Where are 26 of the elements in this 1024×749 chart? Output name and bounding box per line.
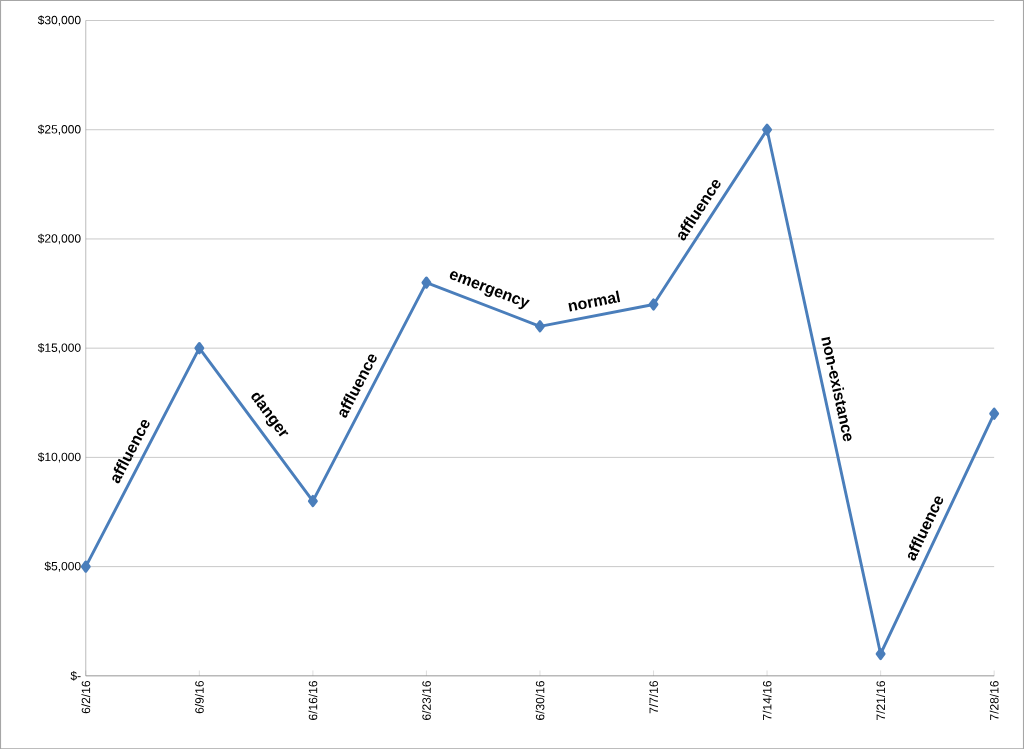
point	[535, 320, 545, 333]
point	[762, 123, 773, 136]
point	[875, 647, 886, 660]
x-tick-label: 6/23/16	[422, 680, 431, 720]
x-tick-label: 6/16/16	[308, 680, 318, 720]
point	[307, 494, 318, 508]
x-tick-label: 6/2/16	[81, 680, 91, 714]
x-tick-label: 7/14/16	[762, 680, 772, 720]
point	[421, 276, 432, 289]
y-tick-label: $10,000	[37, 452, 81, 463]
y-tick-label: $15,000	[37, 342, 81, 354]
y-tick-label: $-	[70, 670, 81, 681]
point	[648, 298, 659, 311]
point	[194, 341, 205, 355]
x-tick-label: 7/21/16	[876, 680, 886, 720]
y-tick-label: $5,000	[44, 561, 81, 572]
annotation: normal	[568, 290, 621, 312]
x-tick-label: 7/7/16	[649, 680, 658, 714]
x-tick-label: 6/30/16	[535, 680, 545, 720]
y-tick-label: $20,000	[37, 233, 81, 244]
x-tick-label: 7/28/16	[989, 680, 999, 720]
point	[80, 560, 91, 573]
point	[989, 407, 1000, 420]
y-tick-label: $30,000	[37, 15, 81, 26]
y-tick-label: $25,000	[37, 124, 81, 135]
x-tick-label: 6/9/16	[194, 680, 204, 714]
